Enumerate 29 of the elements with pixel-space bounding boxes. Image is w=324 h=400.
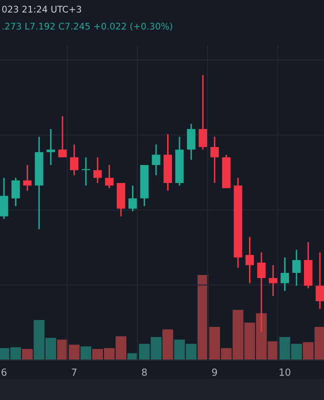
text: 023 21:24 UTC+3	[2, 6, 82, 13]
candlestick	[292, 249, 301, 286]
candlestick	[316, 252, 324, 310]
candlestick	[0, 177, 8, 220]
candlestick	[128, 184, 137, 212]
candlestick	[58, 115, 67, 158]
candlestick	[11, 177, 20, 207]
candlestick	[245, 236, 254, 284]
text: .273 L7.192 C7.245 +0.022 (+0.30%)	[2, 22, 172, 31]
candlestick	[105, 164, 114, 189]
x-tick-label: 7	[72, 368, 76, 376]
candlestick	[82, 156, 90, 186]
bar	[162, 329, 174, 360]
x-tick-label: 9	[212, 368, 218, 376]
candlestick	[46, 128, 55, 166]
candlestick	[93, 156, 102, 184]
candlestick	[198, 74, 208, 150]
candlestick	[210, 136, 219, 184]
candlestick	[70, 144, 78, 176]
candlestick	[23, 164, 32, 192]
x-tick-label: 8	[142, 368, 147, 376]
x-tick-label: 10	[280, 368, 290, 376]
candlestick	[268, 264, 278, 297]
candlestick	[280, 256, 290, 292]
x-tick-label: 6	[2, 368, 6, 376]
bar	[80, 346, 92, 360]
bar	[22, 348, 33, 360]
candlestick	[152, 144, 160, 176]
candlestick	[186, 123, 196, 161]
